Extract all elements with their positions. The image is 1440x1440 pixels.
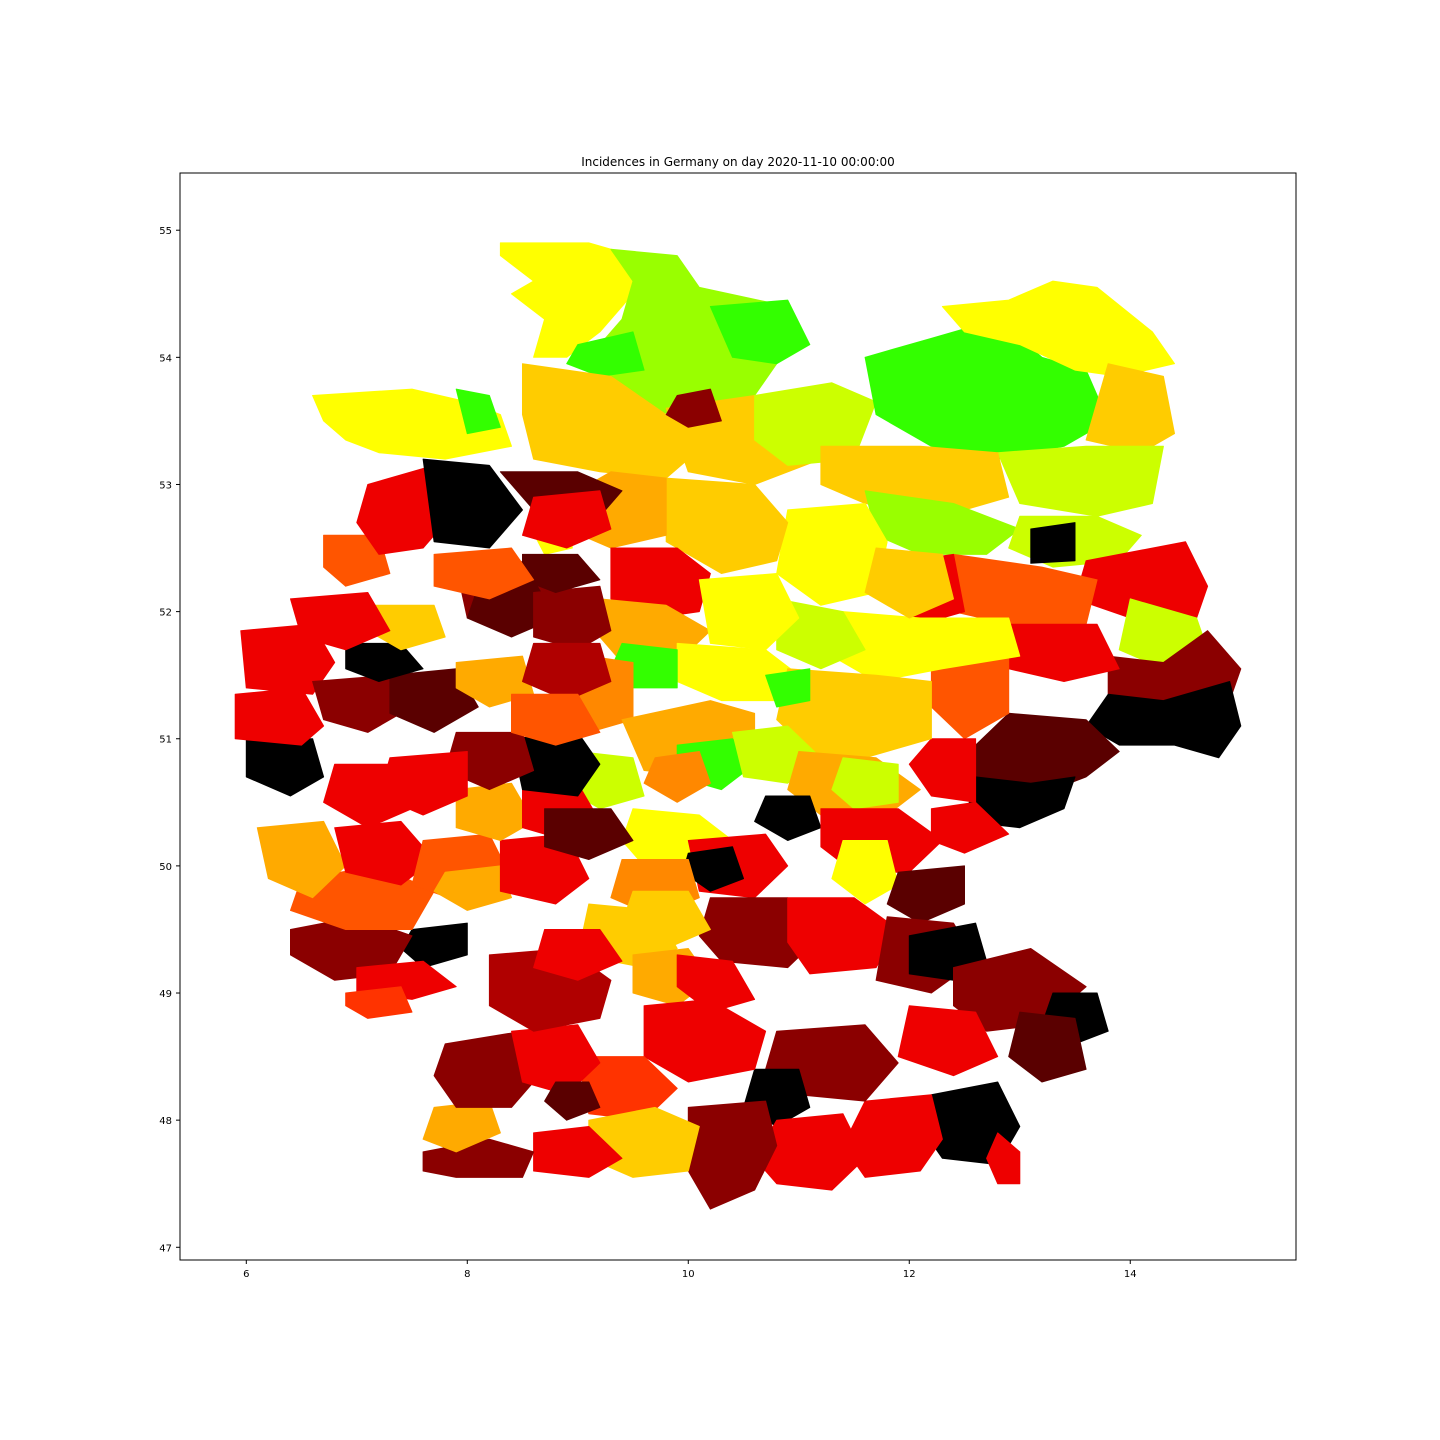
district-region-127 (345, 986, 413, 1019)
district-region-8 (665, 388, 722, 428)
y-tick-label: 53 (159, 480, 172, 491)
district-region-100 (323, 763, 413, 829)
district-region-11 (941, 280, 1175, 377)
district-region-28 (908, 738, 977, 803)
district-region-2 (709, 299, 811, 365)
district-region-109 (290, 592, 391, 651)
y-tick-label: 47 (159, 1243, 172, 1254)
x-tick-label: 12 (903, 1269, 916, 1280)
district-region-122 (621, 890, 711, 949)
district-region-69 (986, 1132, 1021, 1185)
district-region-36 (610, 547, 711, 619)
district-region-13 (997, 445, 1164, 517)
district-region-120 (522, 642, 612, 702)
y-tick-label: 50 (159, 862, 172, 873)
district-region-61 (787, 897, 899, 975)
district-region-115 (533, 585, 612, 651)
district-region-125 (930, 801, 1010, 854)
district-region-67 (897, 1005, 999, 1077)
district-region-5 (455, 388, 501, 435)
x-tick-label: 8 (464, 1269, 470, 1280)
regions-layer (234, 242, 1242, 1210)
district-region-123 (676, 954, 756, 1013)
district-region-30 (776, 598, 866, 670)
district-region-42 (776, 668, 932, 759)
district-region-52 (831, 840, 899, 905)
district-region-82 (511, 1024, 601, 1096)
district-region-17 (1030, 522, 1076, 564)
district-region-38 (698, 573, 800, 651)
x-tick-label: 6 (243, 1269, 249, 1280)
y-tick-label: 55 (159, 226, 172, 237)
y-tick-label: 52 (159, 608, 172, 619)
district-region-32 (864, 547, 954, 619)
district-region-117 (522, 490, 612, 549)
district-region-3 (566, 331, 645, 377)
x-axis: 6 8 10 12 14 (243, 1260, 1137, 1280)
district-region-126 (643, 751, 711, 803)
district-region-78 (533, 1126, 623, 1178)
district-region-33 (665, 477, 789, 574)
y-axis: 47 48 49 50 51 52 53 54 55 (159, 226, 180, 1254)
district-region-92 (433, 865, 512, 911)
district-region-96 (544, 808, 634, 860)
district-region-53 (886, 865, 965, 924)
district-region-43 (765, 668, 811, 708)
x-tick-label: 10 (682, 1269, 695, 1280)
district-region-119 (433, 547, 535, 600)
district-region-121 (511, 693, 601, 746)
district-region-124 (544, 1081, 601, 1121)
district-region-50 (754, 795, 822, 841)
district-region-49 (831, 757, 899, 810)
district-region-84 (533, 929, 623, 981)
district-region-12 (1085, 363, 1175, 454)
y-tick-label: 54 (159, 353, 172, 364)
x-tick-label: 14 (1124, 1269, 1137, 1280)
y-tick-label: 51 (159, 735, 172, 746)
district-region-112 (422, 458, 523, 549)
y-tick-label: 49 (159, 989, 172, 1000)
axes-frame (179, 172, 1297, 1261)
district-region-66 (1008, 1011, 1087, 1083)
y-tick-label: 48 (159, 1116, 172, 1127)
district-region-89 (256, 820, 347, 899)
chart-title: Incidences in Germany on day 2020-11-10 … (581, 155, 895, 169)
